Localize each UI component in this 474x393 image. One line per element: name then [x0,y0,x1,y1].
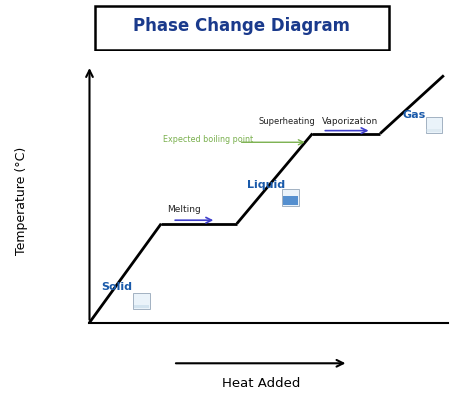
FancyBboxPatch shape [426,129,441,132]
Text: Heat Added: Heat Added [221,377,300,390]
FancyBboxPatch shape [282,189,299,206]
Text: Liquid: Liquid [247,180,285,190]
Text: Melting: Melting [167,204,201,213]
Text: Temperature (°C): Temperature (°C) [15,146,28,255]
FancyBboxPatch shape [283,196,298,205]
Text: Solid: Solid [101,282,132,292]
Text: Vaporization: Vaporization [322,117,379,126]
FancyBboxPatch shape [95,6,389,50]
Text: Superheating: Superheating [259,117,316,126]
Text: Expected boiling point: Expected boiling point [163,135,253,144]
Text: Gas: Gas [402,110,425,120]
FancyBboxPatch shape [133,293,150,309]
Text: Phase Change Diagram: Phase Change Diagram [133,17,350,35]
FancyBboxPatch shape [134,305,149,309]
FancyBboxPatch shape [426,117,442,133]
